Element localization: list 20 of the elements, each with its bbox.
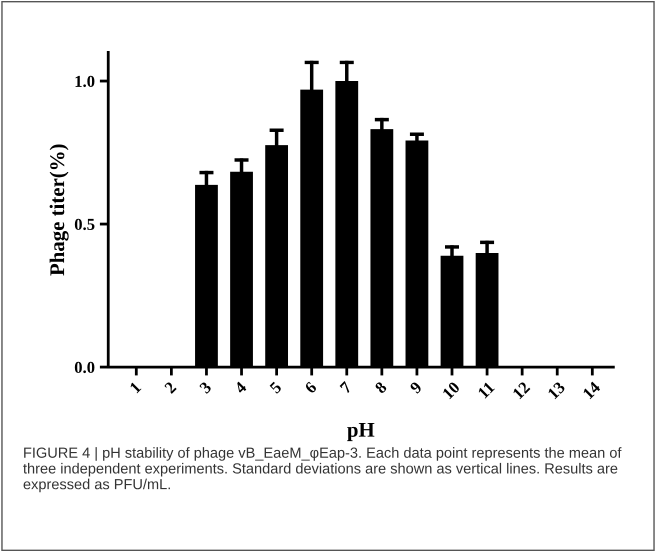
- x-tick-label: 7: [340, 381, 352, 394]
- x-tick-label: 9: [409, 381, 422, 394]
- x-axis-title: pH: [347, 423, 374, 442]
- y-tick-label: 0.0: [74, 362, 94, 374]
- x-tick-label: 14: [582, 380, 601, 400]
- caption: FIGURE 4 | pH stability of phage vB_EaeM_φEap-3. Each data point represents the mean of three independent experiments. Standard deviations are shown as vertical lines. Results are expressed as PFU/mL.: [23, 447, 622, 492]
- x-tick-label: 8: [374, 381, 388, 394]
- x-tick-label: 10: [442, 381, 460, 400]
- y-tick-label: 0.5: [74, 218, 94, 230]
- x-tick-label: 11: [478, 381, 495, 399]
- x-tick-label: 3: [198, 381, 212, 394]
- x-tick-label: 4: [234, 380, 248, 394]
- y-axis-title: Phage titer(%): [50, 144, 69, 276]
- x-tick-label: 5: [269, 381, 282, 394]
- x-tick-label: 1: [129, 381, 142, 394]
- y-tick-label: 1.0: [76, 76, 94, 88]
- x-tick-label: 13: [547, 381, 566, 400]
- x-tick-label: 6: [304, 380, 318, 394]
- x-tick-label: 2: [164, 381, 177, 394]
- x-tick-label: 12: [512, 381, 530, 400]
